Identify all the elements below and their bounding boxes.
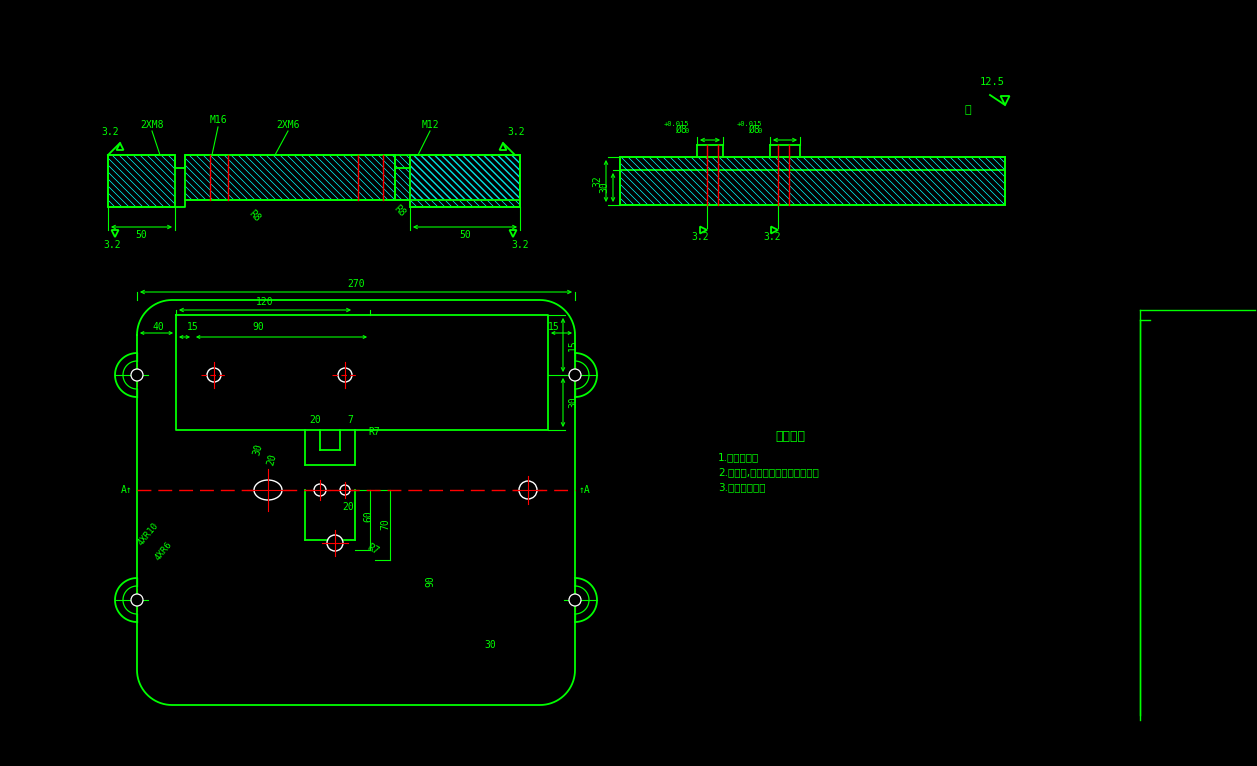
Text: 15: 15 (187, 322, 199, 332)
Text: 3.2: 3.2 (103, 240, 121, 250)
Text: 15: 15 (548, 322, 559, 332)
Text: 20: 20 (265, 453, 278, 467)
Text: 技术要求: 技术要求 (776, 430, 804, 443)
Text: 0: 0 (758, 128, 762, 134)
Text: 90: 90 (425, 575, 435, 587)
Text: 20: 20 (309, 415, 321, 425)
Text: 3.2: 3.2 (512, 240, 529, 250)
Text: A↑: A↑ (121, 485, 133, 495)
Circle shape (569, 594, 581, 606)
Bar (185, 155, 395, 200)
Text: 12.5: 12.5 (980, 77, 1006, 87)
Circle shape (519, 481, 537, 499)
Text: M12: M12 (421, 120, 439, 130)
Text: 50: 50 (459, 230, 471, 240)
Circle shape (314, 484, 326, 496)
Text: 40: 40 (152, 322, 163, 332)
Ellipse shape (254, 480, 282, 500)
Text: Ø8: Ø8 (675, 125, 688, 135)
Text: 3.2: 3.2 (507, 127, 525, 137)
Text: 30: 30 (568, 397, 578, 408)
Text: ↑A: ↑A (579, 485, 591, 495)
Text: 3.2: 3.2 (763, 232, 781, 242)
Text: 其: 其 (964, 105, 972, 115)
Text: 2XM6: 2XM6 (277, 120, 299, 130)
Text: 90: 90 (253, 322, 264, 332)
Text: R7: R7 (365, 542, 380, 557)
Circle shape (207, 368, 221, 382)
Text: 30: 30 (600, 182, 608, 193)
Text: 3.去锐刺毛刺。: 3.去锐刺毛刺。 (718, 482, 766, 492)
Circle shape (131, 369, 143, 381)
Text: 7: 7 (347, 415, 353, 425)
Bar (395, 155, 520, 200)
Text: M16: M16 (209, 115, 226, 125)
Text: 120: 120 (256, 297, 274, 307)
Text: 20: 20 (342, 502, 354, 512)
Text: 30: 30 (484, 640, 495, 650)
Text: Ø8: Ø8 (748, 125, 760, 135)
Circle shape (131, 594, 143, 606)
Text: 15: 15 (568, 339, 578, 351)
Bar (620, 157, 1006, 205)
Text: 30: 30 (251, 443, 264, 457)
Text: 270: 270 (347, 279, 365, 289)
Circle shape (339, 485, 349, 495)
Text: 4XR10: 4XR10 (136, 521, 160, 547)
Bar (108, 155, 175, 207)
Text: 2XM8: 2XM8 (141, 120, 163, 130)
Text: 50: 50 (136, 230, 147, 240)
Circle shape (327, 535, 343, 551)
Text: 70: 70 (380, 519, 390, 530)
Text: R8: R8 (248, 208, 263, 224)
Text: R8: R8 (392, 204, 407, 219)
Text: 32: 32 (592, 175, 602, 187)
Text: 3.2: 3.2 (691, 232, 709, 242)
Circle shape (338, 368, 352, 382)
Text: 3.2: 3.2 (101, 127, 119, 137)
Text: 1.锐角倒钝。: 1.锐角倒钝。 (718, 452, 759, 462)
Circle shape (569, 369, 581, 381)
Text: +0.015: +0.015 (664, 121, 689, 127)
Text: R7: R7 (368, 427, 380, 437)
Bar (410, 155, 520, 207)
Text: 2.铣削前,铣面应调直到检验标准。: 2.铣削前,铣面应调直到检验标准。 (718, 467, 818, 477)
Text: 4XR6: 4XR6 (152, 540, 173, 562)
Text: 60: 60 (363, 510, 373, 522)
Text: 0: 0 (685, 128, 689, 134)
Text: +0.015: +0.015 (737, 121, 762, 127)
